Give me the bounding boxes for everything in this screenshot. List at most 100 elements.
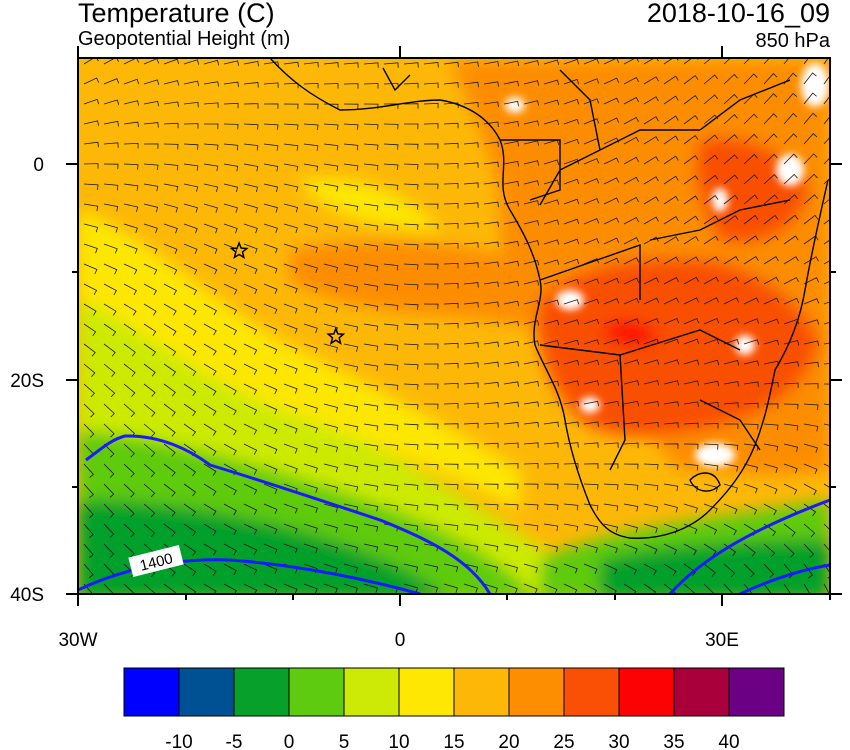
- wind-barb: [343, 143, 359, 151]
- wind-barb: [803, 543, 815, 558]
- wind-barb: [483, 583, 498, 594]
- wind-barb: [783, 463, 798, 474]
- wind-barb: [383, 283, 399, 291]
- wind-barb: [663, 155, 679, 165]
- wind-barb: [543, 563, 558, 574]
- wind-barb: [243, 263, 258, 274]
- wind-barb: [483, 402, 499, 408]
- wind-barb: [463, 543, 479, 552]
- wind-barb: [523, 463, 539, 469]
- wind-barb: [623, 116, 639, 125]
- lon-label-30w: 30W: [58, 630, 97, 651]
- wind-barb: [603, 237, 620, 245]
- wind-barb: [463, 222, 479, 228]
- wind-barb: [483, 422, 499, 428]
- wind-barb: [383, 503, 399, 512]
- wind-barb: [404, 123, 419, 130]
- wind-barb: [743, 133, 758, 145]
- wind-barb: [683, 297, 699, 305]
- wind-barb: [263, 283, 278, 294]
- wind-barb: [603, 463, 619, 469]
- wind-barb: [83, 58, 99, 65]
- colorbar-tick-label: 15: [443, 732, 464, 750]
- wind-barb: [503, 140, 519, 147]
- wind-barb: [183, 423, 197, 437]
- wind-barb: [683, 175, 699, 185]
- map-subtitle: Geopotential Height (m): [78, 28, 291, 50]
- wind-barb: [323, 203, 339, 212]
- wind-barb: [723, 114, 738, 125]
- wind-barb: [343, 543, 359, 553]
- wind-barb: [643, 58, 659, 65]
- wind-barb: [583, 503, 599, 511]
- wind-barb: [763, 563, 775, 578]
- wind-barb: [703, 401, 719, 408]
- wind-barb: [703, 423, 719, 429]
- wind-barb: [723, 235, 739, 245]
- wind-barb: [183, 523, 197, 537]
- colorbar-swatch: [398, 667, 455, 717]
- wind-barb: [723, 134, 739, 145]
- wind-barb: [583, 563, 598, 574]
- wind-barb: [523, 60, 540, 66]
- wind-barb: [243, 143, 259, 151]
- wind-barb: [803, 563, 814, 579]
- wind-barb: [763, 256, 779, 265]
- wind-barb: [823, 301, 830, 305]
- wind-barb: [203, 183, 219, 193]
- wind-barb: [743, 214, 759, 225]
- wind-barb: [623, 442, 639, 449]
- wind-barb: [204, 123, 219, 130]
- wind-barb: [643, 176, 659, 185]
- wind-barb: [123, 142, 139, 149]
- wind-barb: [583, 158, 600, 165]
- wind-barb: [223, 543, 237, 556]
- wind-barb: [363, 323, 379, 332]
- wind-barb: [543, 503, 559, 511]
- wind-barb: [623, 237, 639, 245]
- wind-barb: [683, 380, 699, 386]
- wind-barb: [343, 583, 358, 594]
- wind-barb: [663, 563, 677, 576]
- wind-barb: [563, 158, 580, 165]
- wind-barb: [123, 58, 140, 65]
- wind-barb: [643, 442, 659, 449]
- wind-barb: [103, 263, 118, 275]
- wind-barb: [483, 543, 499, 552]
- wind-barb: [583, 523, 599, 532]
- wind-barb: [143, 143, 159, 149]
- wind-barb: [403, 323, 419, 330]
- colorbar-swatch: [563, 667, 620, 717]
- wind-barb: [283, 423, 298, 434]
- wind-barb: [363, 343, 379, 352]
- wind-barb: [603, 298, 620, 305]
- wind-barb: [803, 153, 818, 165]
- wind-barb: [783, 483, 798, 495]
- wind-barb: [123, 543, 135, 558]
- wind-barb: [623, 297, 640, 305]
- wind-barb: [503, 340, 519, 347]
- wind-barb: [103, 58, 119, 65]
- wind-barb: [683, 483, 699, 492]
- wind-barb: [203, 563, 217, 576]
- wind-barb: [583, 421, 599, 428]
- wind-barb: [623, 277, 640, 285]
- wind-barb: [583, 442, 599, 448]
- wind-barb: [183, 243, 198, 254]
- wind-barb: [743, 563, 755, 578]
- wind-barb: [363, 123, 379, 130]
- wind-barb: [543, 59, 560, 65]
- wind-barb: [683, 215, 699, 225]
- wind-barb: [323, 583, 338, 594]
- wind-barb: [443, 382, 459, 389]
- colorbar-tick-label: 35: [663, 732, 684, 750]
- wind-barb: [83, 343, 96, 357]
- wind-barb: [523, 260, 540, 266]
- wind-barb: [823, 75, 830, 85]
- wind-barb: [703, 276, 719, 285]
- wind-barb: [183, 323, 197, 336]
- wind-barb: [123, 263, 138, 275]
- wind-barb: [243, 563, 258, 575]
- wind-barb: [103, 163, 119, 170]
- wind-barb: [183, 59, 200, 65]
